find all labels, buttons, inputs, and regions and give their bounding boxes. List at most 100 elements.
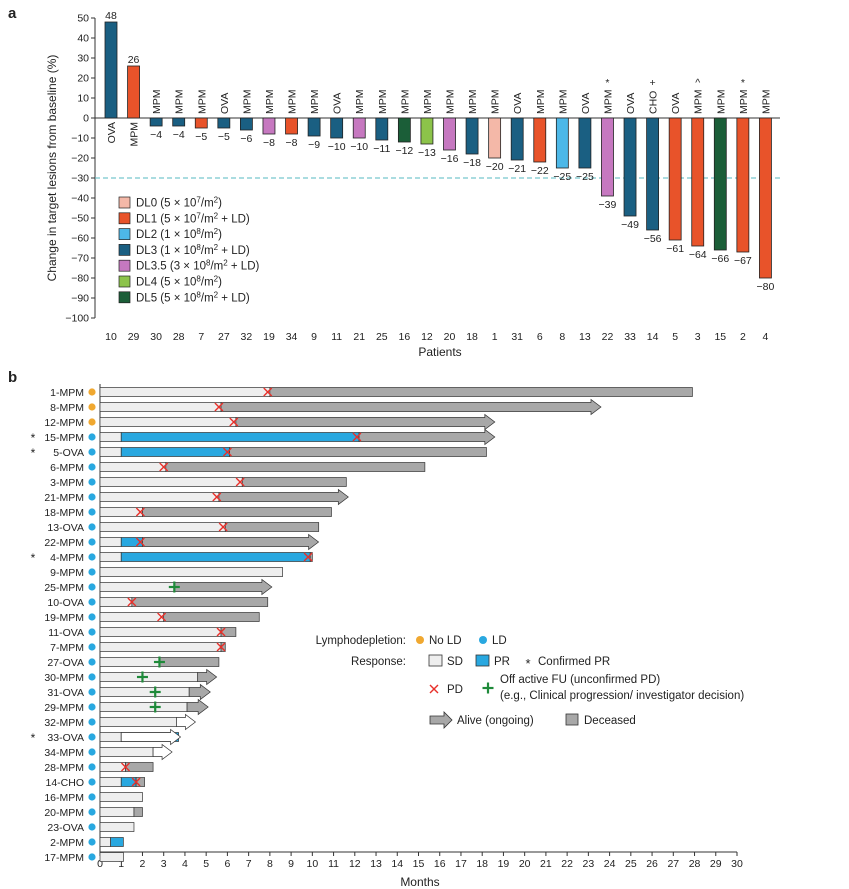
- x-tick-label: 31: [511, 331, 523, 343]
- bar-patient-3: [691, 117, 705, 247]
- sd-segment: [99, 537, 122, 547]
- value-label: −80: [757, 281, 775, 293]
- tumor-label: OVA: [332, 93, 344, 114]
- x-tick-label: 20: [444, 331, 456, 343]
- value-label: −18: [463, 157, 481, 169]
- deceased-segment: [131, 597, 269, 607]
- off-fu-marker: [149, 701, 161, 713]
- value-label: −64: [689, 249, 707, 261]
- legend-pd-marker-stroke: [429, 684, 439, 694]
- panel-a-y-tick-label: −40: [71, 193, 89, 205]
- value-label: −8: [263, 137, 275, 149]
- patient-label: 4-MPM: [50, 552, 84, 564]
- ld-dot: [88, 733, 96, 741]
- x-tick-label: 27: [218, 331, 230, 343]
- off-fu-marker: [168, 581, 180, 593]
- patient-label: 8-MPM: [50, 402, 84, 414]
- panel-a-y-tick-label: −20: [71, 153, 89, 165]
- panel-b-x-tick-label: 29: [710, 858, 722, 870]
- x-tick-label: 29: [128, 331, 140, 343]
- legend-response-title: Response:: [351, 656, 406, 668]
- value-label: −20: [486, 161, 504, 173]
- patient-label: 13-OVA: [47, 522, 84, 534]
- legend-off-fu-line2: (e.g., Clinical progression/ investigato…: [500, 690, 744, 702]
- panel-b-x-tick-label: 3: [161, 858, 167, 870]
- deceased-segment: [133, 807, 143, 817]
- x-tick-label: 32: [241, 331, 253, 343]
- panel-b-x-tick-label: 1: [118, 858, 124, 870]
- panel-b-x-tick-label: 24: [604, 858, 616, 870]
- tumor-label: MPM: [760, 90, 772, 115]
- ld-dot: [88, 763, 96, 771]
- sd-segment: [99, 747, 154, 757]
- bar-patient-22: [601, 117, 614, 197]
- x-tick-label: 33: [624, 331, 636, 343]
- bar-patient-21: [352, 117, 366, 139]
- patient-label: 10-OVA: [47, 597, 84, 609]
- legend-label-DL0: DL0 (5 × 107/m2): [136, 195, 222, 210]
- legend-swatch-DL2: [118, 228, 131, 240]
- tumor-label: MPM: [196, 90, 208, 115]
- legend-label-DL4: DL4 (5 × 108/m2): [136, 274, 222, 289]
- off-fu-marker: [149, 686, 161, 698]
- pd-marker: [157, 612, 167, 622]
- ld-dot: [88, 703, 96, 711]
- panel-a-y-tick-label: 10: [77, 93, 89, 105]
- alive-arrow: [197, 668, 218, 686]
- legend-label-DL3.5: DL3.5 (3 × 108/m2 + LD): [136, 258, 260, 273]
- sd-segment: [99, 477, 243, 487]
- tumor-label: MPM: [377, 90, 389, 115]
- panel-a-legend: DL0 (5 × 107/m2)DL1 (5 × 107/m2 + LD)DL2…: [118, 195, 260, 304]
- x-tick-label: 1: [492, 331, 498, 343]
- alive-arrow: [176, 713, 197, 731]
- bar-patient-19: [262, 117, 276, 135]
- legend-lymphodepletion-title: Lymphodepletion:: [316, 635, 406, 647]
- value-label: −8: [286, 137, 298, 149]
- bar-patient-9: [307, 117, 321, 137]
- tumor-label: MPM: [738, 90, 750, 115]
- pd-marker: [135, 507, 145, 517]
- sd-segment: [99, 777, 122, 787]
- value-label: −25: [576, 171, 594, 183]
- tumor-label: MPM: [445, 90, 457, 115]
- patient-label: 16-MPM: [44, 792, 84, 804]
- pd-marker: [216, 627, 226, 637]
- alive-arrow: [358, 428, 496, 446]
- patient-label: 6-MPM: [50, 462, 84, 474]
- panel-b-x-tick-label: 9: [288, 858, 294, 870]
- patient-label: 22-MPM: [44, 537, 84, 549]
- sd-segment: [99, 732, 122, 742]
- panel-b-x-tick-label: 26: [646, 858, 658, 870]
- x-tick-label: 28: [173, 331, 185, 343]
- ld-dot: [88, 583, 96, 591]
- panel-a-y-tick-label: −60: [71, 233, 89, 245]
- ld-dot: [88, 523, 96, 531]
- value-label: −61: [666, 243, 684, 255]
- x-tick-label: 11: [331, 331, 342, 343]
- panel-a-y-tick-label: 0: [83, 113, 89, 125]
- deceased-segment: [229, 447, 487, 457]
- pd-marker-stroke: [120, 762, 130, 772]
- tumor-label: MPM: [467, 90, 479, 115]
- value-label: −22: [531, 165, 549, 177]
- tumor-label: MPM: [399, 90, 411, 115]
- tumor-label: OVA: [219, 93, 231, 114]
- pd-marker: [229, 417, 239, 427]
- sd-segment: [99, 612, 165, 622]
- tumor-label: OVA: [670, 93, 682, 114]
- patient-label: 12-MPM: [44, 417, 84, 429]
- bar-patient-34: [285, 117, 298, 135]
- patient-label: 25-MPM: [44, 582, 84, 594]
- pd-marker-stroke: [218, 522, 228, 532]
- value-label: −4: [173, 129, 185, 141]
- ld-dot: [88, 718, 96, 726]
- sd-segment: [99, 462, 167, 472]
- panel-b-x-tick-label: 12: [349, 858, 361, 870]
- legend-ld-dot: [479, 636, 487, 644]
- legend-label-DL2: DL2 (1 × 108/m2): [136, 227, 222, 242]
- sd-segment: [99, 792, 143, 802]
- patient-label: 30-MPM: [44, 672, 84, 684]
- panel-b-x-tick-label: 25: [625, 858, 637, 870]
- tumor-label: MPM: [535, 90, 547, 115]
- legend-ld-label: LD: [492, 635, 507, 647]
